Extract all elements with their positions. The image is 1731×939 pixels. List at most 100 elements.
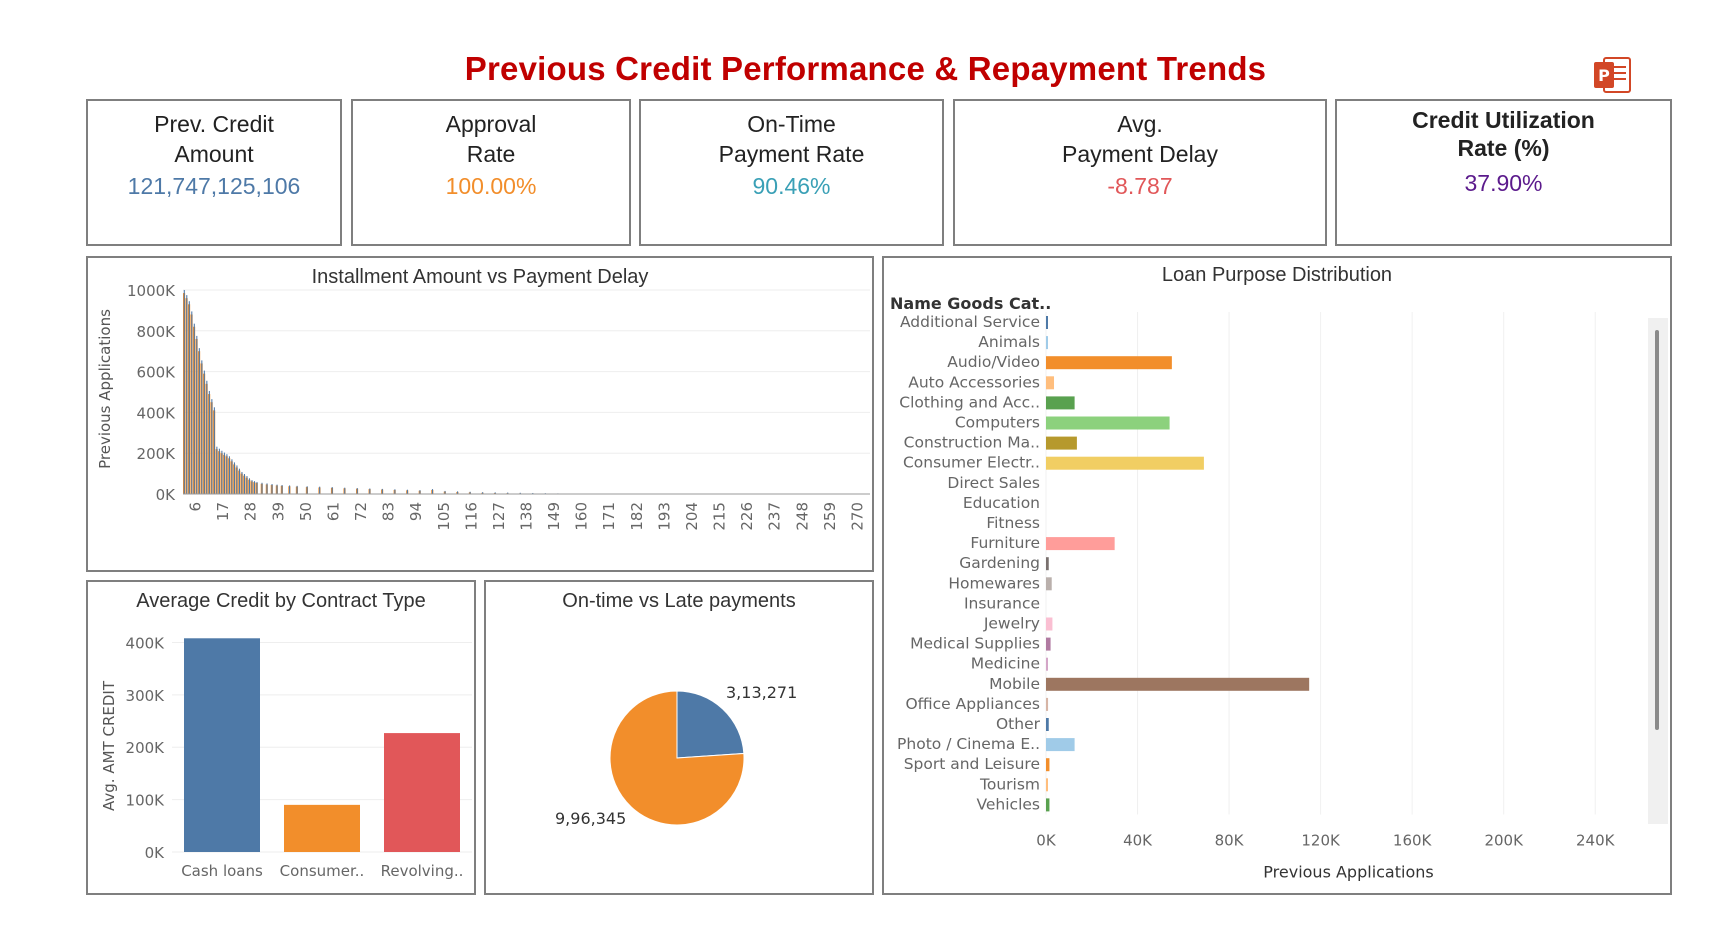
histogram-bar xyxy=(183,290,185,494)
purpose-bar xyxy=(1046,738,1075,752)
x-tick-label: 215 xyxy=(711,502,729,531)
kpi-label: Amount xyxy=(174,141,254,167)
histogram-bar xyxy=(206,380,208,494)
kpi-value: 121,747,125,106 xyxy=(127,173,301,199)
x-tick-label: Cash loans xyxy=(181,862,263,880)
category-label: Tourism xyxy=(979,775,1040,793)
contract-type-chart[interactable]: 0K 100K 200K 300K 400K Avg. AMT CREDIT Cash lo… xyxy=(88,582,474,893)
histogram-bar xyxy=(246,476,248,494)
histogram-bar xyxy=(221,450,223,494)
x-tick-label: 193 xyxy=(655,502,673,531)
histogram-bar xyxy=(394,489,396,494)
x-tick-label: 61 xyxy=(324,502,342,521)
x-tick-label: 237 xyxy=(766,502,784,531)
x-tick-label: 120K xyxy=(1301,832,1341,850)
category-label: Sport and Leisure xyxy=(904,755,1040,773)
kpi-label: On-Time xyxy=(747,111,836,137)
x-tick-label: 6 xyxy=(187,502,205,512)
category-label: Homewares xyxy=(948,574,1040,592)
svg-text:P: P xyxy=(1598,66,1610,85)
histogram-bar xyxy=(532,492,534,494)
x-tick-label: 149 xyxy=(545,502,563,531)
powerpoint-icon[interactable]: P xyxy=(1592,56,1632,94)
payment-pie-chart[interactable]: 3,13,271 9,96,345 xyxy=(486,582,872,893)
histogram-bar xyxy=(519,492,521,494)
histogram-bar xyxy=(243,474,245,494)
purpose-bar xyxy=(1046,336,1048,350)
histogram-bar xyxy=(406,489,408,494)
purpose-bar xyxy=(1046,416,1170,430)
kpi-card-approval-rate: Approval Rate 100.00% xyxy=(351,99,631,246)
kpi-card-on-time-payment-rate: On-Time Payment Rate 90.46% xyxy=(639,99,944,246)
x-tick-label: 240K xyxy=(1576,832,1616,850)
histogram-bar xyxy=(306,486,308,494)
y-tick-label: 400K xyxy=(137,404,177,422)
purpose-bar xyxy=(1046,436,1077,450)
x-tick-label: 160 xyxy=(573,502,591,531)
y-tick-label: 100K xyxy=(126,792,166,810)
y-tick-label: 1000K xyxy=(127,282,176,300)
row-header: Name Goods Cat.. xyxy=(890,294,1051,313)
kpi-label: Avg. xyxy=(1117,111,1163,137)
x-tick-label: 94 xyxy=(407,502,425,521)
kpi-label: Rate (%) xyxy=(1457,135,1550,161)
purpose-bar xyxy=(1046,456,1204,470)
loan-purpose-chart[interactable]: Name Goods Cat.. 0K 40K 80K 120K 160K 200K 240K… xyxy=(884,258,1670,893)
histogram-bar xyxy=(236,465,238,494)
category-label: Fitness xyxy=(986,514,1040,532)
histogram-bar xyxy=(248,478,251,494)
category-label: Jewelry xyxy=(983,615,1040,633)
category-label: Animals xyxy=(978,333,1040,351)
histogram-bar xyxy=(381,488,383,494)
pie-slice xyxy=(609,690,745,826)
y-axis-label: Previous Applications xyxy=(96,309,114,469)
category-label: Photo / Cinema E.. xyxy=(897,735,1040,753)
histogram-bar xyxy=(208,390,210,494)
chart-title: Average Credit by Contract Type xyxy=(136,590,426,612)
x-tick-label: 127 xyxy=(490,502,508,531)
purpose-bar xyxy=(1046,778,1048,792)
x-tick-label: 83 xyxy=(380,502,398,521)
y-tick-label: 800K xyxy=(137,323,177,341)
kpi-label: Rate xyxy=(466,141,516,167)
kpi-label: Credit Utilization xyxy=(1412,107,1595,133)
x-tick-label: 138 xyxy=(518,502,536,531)
histogram-bar xyxy=(196,335,198,494)
histogram-bar xyxy=(289,485,291,494)
category-label: Insurance xyxy=(964,594,1040,612)
kpi-value: 100.00% xyxy=(445,173,537,199)
histogram-bar xyxy=(218,448,220,494)
histogram-bar xyxy=(188,301,190,494)
histogram-bar xyxy=(231,459,233,494)
histogram-bar xyxy=(419,490,421,494)
purpose-bar xyxy=(1046,356,1172,370)
kpi-label: Approval xyxy=(445,111,537,137)
x-tick-label: 50 xyxy=(297,502,315,521)
category-label: Consumer Electr.. xyxy=(903,454,1040,472)
x-tick-label: 40K xyxy=(1123,832,1153,850)
purpose-bar xyxy=(1046,376,1055,390)
purpose-bar xyxy=(1046,758,1050,772)
y-tick-label: 200K xyxy=(137,445,177,463)
histogram-bar xyxy=(256,481,258,494)
purpose-bar xyxy=(1046,657,1048,671)
contract-bar xyxy=(384,733,460,852)
purpose-bar xyxy=(1046,617,1053,631)
installment-chart-panel: Installment Amount vs Payment Delay 0K 20… xyxy=(86,256,874,572)
x-tick-label: 259 xyxy=(821,502,839,531)
histogram-bar xyxy=(251,480,253,494)
category-label: Furniture xyxy=(970,534,1040,552)
installment-chart[interactable]: 0K 200K 400K 600K 800K 1000K Previous Applicat… xyxy=(88,258,872,570)
histogram-bar xyxy=(253,481,256,494)
purpose-bar xyxy=(1046,577,1052,591)
category-label: Gardening xyxy=(959,554,1040,572)
category-label: Medical Supplies xyxy=(910,635,1040,653)
kpi-label: Prev. Credit xyxy=(154,111,274,137)
scrollbar-thumb xyxy=(1655,330,1659,730)
x-tick-label: 182 xyxy=(628,502,646,531)
category-label: Clothing and Acc.. xyxy=(899,393,1040,411)
histogram-bar xyxy=(469,491,471,494)
histogram-bar xyxy=(193,323,195,494)
category-label: Additional Service xyxy=(900,313,1040,331)
category-label: Medicine xyxy=(971,655,1040,673)
